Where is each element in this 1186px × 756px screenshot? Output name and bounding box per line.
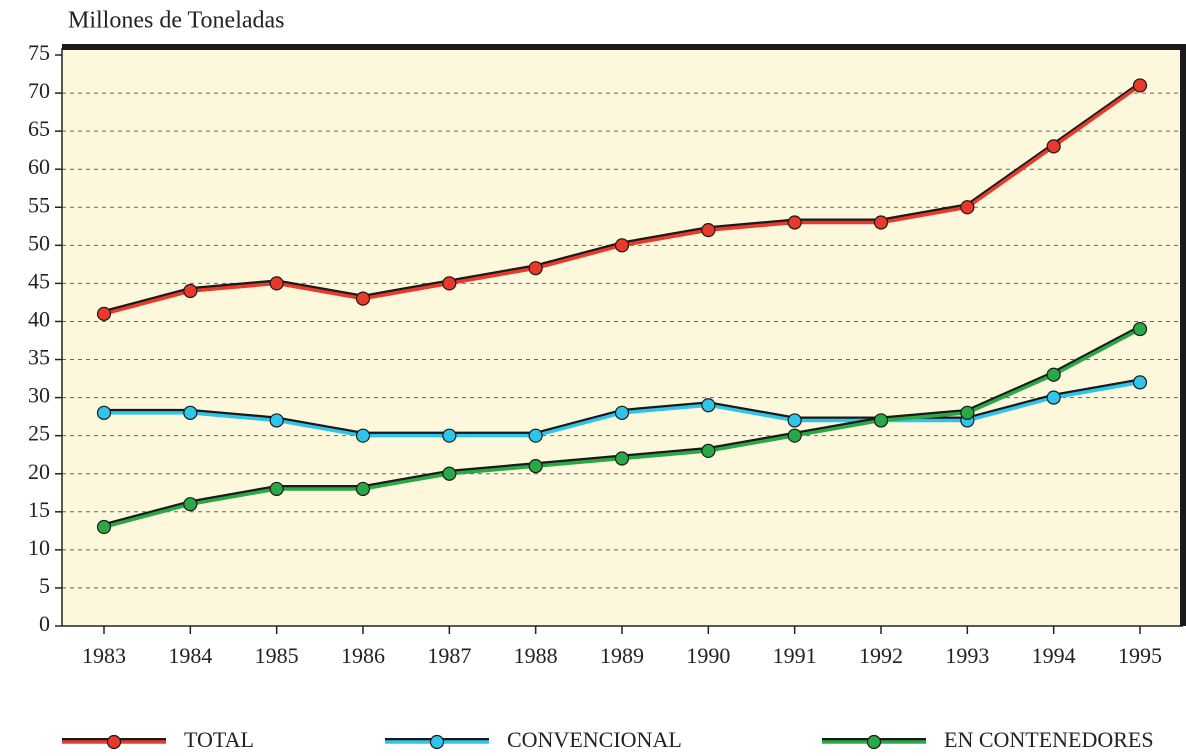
marker [1046, 390, 1061, 405]
y-tick-label: 70 [28, 78, 50, 103]
marker [960, 200, 975, 215]
x-tick-label: 1994 [1032, 643, 1076, 668]
y-tick-label: 65 [28, 116, 50, 141]
y-tick-label: 10 [28, 535, 50, 560]
marker [96, 405, 112, 420]
y-tick-label: 35 [28, 345, 50, 370]
x-tick-label: 1992 [859, 643, 903, 668]
marker [873, 215, 889, 230]
x-tick-label: 1988 [514, 643, 558, 668]
marker [1046, 139, 1061, 154]
y-tick-label: 20 [28, 459, 50, 484]
marker [787, 428, 802, 443]
y-tick-label: 50 [28, 230, 50, 255]
y-tick-label: 5 [39, 573, 50, 598]
marker [701, 443, 716, 458]
legend-label: CONVENCIONAL [507, 727, 682, 752]
marker [787, 215, 802, 230]
marker [355, 291, 371, 306]
marker [269, 413, 284, 428]
y-tick-label: 15 [28, 497, 50, 522]
x-tick-label: 1995 [1118, 643, 1162, 668]
marker [1046, 367, 1061, 382]
x-tick-label: 1993 [945, 643, 989, 668]
marker [701, 223, 716, 238]
marker [528, 459, 543, 474]
x-tick-label: 1989 [600, 643, 644, 668]
marker [442, 276, 457, 291]
marker [528, 261, 543, 276]
axis-title: Millones de Toneladas [68, 8, 285, 34]
marker [960, 405, 975, 420]
marker [614, 238, 630, 253]
marker [873, 413, 889, 428]
marker [269, 481, 284, 497]
marker [183, 283, 198, 299]
x-tick-label: 1990 [686, 643, 730, 668]
marker [269, 276, 284, 291]
marker [442, 428, 457, 443]
plot-frame [62, 44, 1186, 626]
marker [96, 519, 112, 535]
x-tick-label: 1984 [168, 643, 212, 668]
y-tick-label: 0 [39, 611, 50, 636]
y-tick-label: 40 [28, 307, 50, 332]
marker [787, 413, 802, 428]
marker [183, 405, 198, 420]
legend-marker [866, 734, 882, 750]
y-tick-label: 55 [28, 192, 50, 217]
y-tick-label: 45 [28, 268, 50, 293]
legend-label: EN CONTENEDORES [944, 727, 1154, 752]
x-tick-label: 1985 [255, 643, 299, 668]
marker [614, 405, 630, 420]
x-tick-label: 1991 [773, 643, 817, 668]
y-tick-label: 60 [28, 154, 50, 179]
legend-label: TOTAL [184, 727, 254, 752]
marker [442, 466, 457, 481]
y-tick-label: 30 [28, 383, 50, 408]
legend-marker [429, 734, 445, 750]
marker [355, 481, 371, 497]
plot-background [62, 50, 1180, 626]
marker [1132, 375, 1148, 390]
marker [1132, 78, 1148, 93]
x-tick-label: 1983 [82, 643, 126, 668]
marker [701, 398, 716, 413]
marker [1132, 321, 1148, 337]
x-tick-label: 1986 [341, 643, 385, 668]
marker [355, 428, 371, 443]
x-tick-label: 1987 [427, 643, 471, 668]
legend-marker [106, 734, 122, 750]
y-tick-label: 25 [28, 421, 50, 446]
marker [614, 451, 630, 466]
marker [528, 428, 543, 443]
marker [183, 497, 198, 512]
marker [96, 306, 112, 321]
y-tick-label: 75 [28, 40, 50, 65]
